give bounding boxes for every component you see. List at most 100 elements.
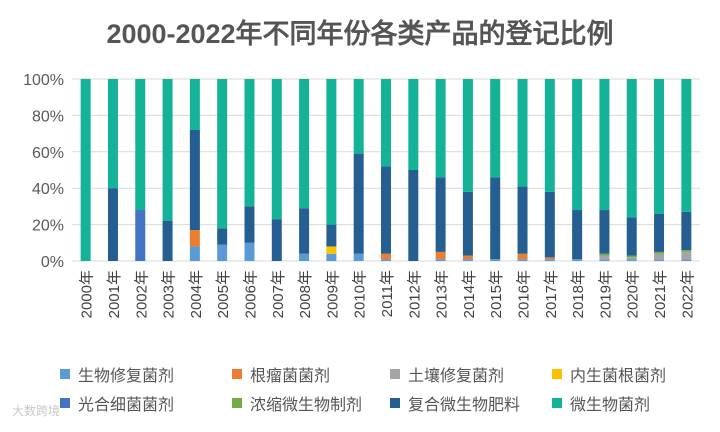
legend-swatch bbox=[232, 398, 242, 408]
bar-segment bbox=[490, 177, 501, 260]
bar-segment bbox=[107, 79, 118, 189]
x-tick-label: 2019年 bbox=[597, 270, 614, 318]
bar-segment bbox=[626, 257, 637, 260]
bar-segment bbox=[626, 79, 637, 218]
legend-item: 土壤修复菌剂 bbox=[390, 362, 504, 386]
bar-segment bbox=[654, 79, 665, 214]
legend-item: 浓缩微生物制剂 bbox=[232, 391, 362, 415]
bar-segment bbox=[435, 251, 446, 260]
legend-label: 内生菌根菌剂 bbox=[570, 368, 667, 385]
x-tick-label: 2010年 bbox=[352, 270, 369, 318]
legend-label: 复合微生物肥料 bbox=[408, 397, 521, 414]
bar-segment bbox=[681, 251, 692, 260]
bar-segment bbox=[599, 255, 610, 260]
legend-swatch bbox=[552, 398, 562, 408]
legend-item: 生物修复菌剂 bbox=[60, 362, 174, 386]
bar-segment bbox=[599, 210, 610, 254]
legend-label: 微生物菌剂 bbox=[570, 397, 651, 414]
bar-segment bbox=[162, 220, 173, 261]
legend-item: 复合微生物肥料 bbox=[390, 391, 520, 415]
bar-segment bbox=[681, 250, 692, 252]
watermark: 大数跨境 bbox=[12, 404, 61, 418]
x-tick-label: 2015年 bbox=[488, 270, 505, 318]
bar-segment bbox=[435, 259, 446, 261]
y-tick-label: 0% bbox=[41, 254, 64, 271]
bar-segment bbox=[462, 259, 473, 261]
legend-swatch bbox=[232, 369, 242, 379]
bar-segment bbox=[599, 259, 610, 261]
bar-segment bbox=[681, 259, 692, 261]
x-tick-label: 2005年 bbox=[215, 270, 232, 318]
x-tick-label: 2017年 bbox=[543, 270, 560, 318]
bar-segment bbox=[517, 79, 528, 187]
y-tick-label: 60% bbox=[32, 145, 64, 162]
legend-label: 生物修复菌剂 bbox=[78, 368, 175, 385]
legend-label: 光合细菌菌剂 bbox=[78, 397, 175, 414]
bar-segment bbox=[271, 219, 282, 261]
legend-item: 内生菌根菌剂 bbox=[552, 362, 666, 386]
bar-segment bbox=[326, 79, 337, 225]
bar-segment bbox=[544, 257, 555, 260]
bar-segment bbox=[135, 210, 146, 261]
bar-segment bbox=[462, 255, 473, 260]
bar-segment bbox=[189, 79, 200, 130]
legend-item: 光合细菌菌剂 bbox=[60, 391, 174, 415]
bar-segment bbox=[244, 206, 255, 243]
bar-segment bbox=[381, 253, 391, 260]
bar-segment bbox=[654, 213, 665, 252]
x-tick-label: 2002年 bbox=[133, 270, 150, 318]
bar-segment bbox=[107, 188, 118, 261]
x-tick-label: 2008年 bbox=[297, 270, 314, 318]
legend-swatch bbox=[60, 369, 70, 379]
x-tick-label: 2009年 bbox=[324, 270, 341, 318]
x-tick-label: 2021年 bbox=[652, 270, 669, 318]
legend-label: 浓缩微生物制剂 bbox=[250, 397, 363, 414]
legend-label: 土壤修复菌剂 bbox=[408, 368, 505, 385]
x-tick-label: 2001年 bbox=[106, 270, 123, 318]
legend-swatch bbox=[60, 398, 70, 408]
bar-segment bbox=[162, 79, 173, 221]
x-tick-label: 2020年 bbox=[625, 270, 642, 318]
bar-segment bbox=[572, 210, 583, 260]
x-tick-label: 2011年 bbox=[379, 270, 396, 317]
bar-segment bbox=[572, 79, 583, 211]
bar-segment bbox=[217, 244, 228, 261]
bar-segment bbox=[408, 170, 419, 261]
x-tick-label: 2018年 bbox=[570, 270, 587, 318]
bar-segment bbox=[490, 259, 501, 261]
bar-segment bbox=[517, 253, 528, 260]
bar-segment bbox=[626, 259, 637, 261]
bar-segment bbox=[353, 153, 364, 254]
bar-segment bbox=[244, 242, 255, 261]
bar-segment bbox=[544, 259, 555, 261]
bar-segment bbox=[544, 191, 555, 258]
x-tick-label: 2022年 bbox=[679, 270, 696, 318]
bar-segment bbox=[326, 246, 337, 254]
bar-segment bbox=[189, 230, 200, 247]
x-tick-label: 2014年 bbox=[461, 270, 478, 318]
bar-segment bbox=[381, 166, 391, 254]
bar-segment bbox=[626, 255, 637, 258]
bar-segment bbox=[244, 79, 255, 207]
bar-segment bbox=[626, 217, 637, 256]
legend-swatch bbox=[390, 398, 400, 408]
bar-segment bbox=[353, 253, 364, 261]
x-tick-label: 2012年 bbox=[406, 270, 423, 318]
bar-segment bbox=[326, 224, 337, 247]
bar-segment bbox=[599, 79, 610, 211]
legend-item: 微生物菌剂 bbox=[552, 391, 650, 415]
bar-segment bbox=[517, 259, 528, 261]
bar-segment bbox=[435, 177, 446, 252]
bar-segment bbox=[80, 79, 91, 261]
bar-segment bbox=[299, 208, 310, 254]
bar-segment bbox=[353, 79, 364, 154]
bar-segment bbox=[654, 259, 665, 261]
bar-segment bbox=[654, 251, 665, 254]
bar-segment bbox=[544, 79, 555, 192]
bar-segment bbox=[572, 259, 583, 261]
bar-segment bbox=[381, 79, 391, 167]
legend-swatch bbox=[552, 369, 562, 379]
bar-segment bbox=[189, 246, 200, 261]
chart-title: 2000-2022年不同年份各类产品的登记比例 bbox=[106, 19, 614, 49]
